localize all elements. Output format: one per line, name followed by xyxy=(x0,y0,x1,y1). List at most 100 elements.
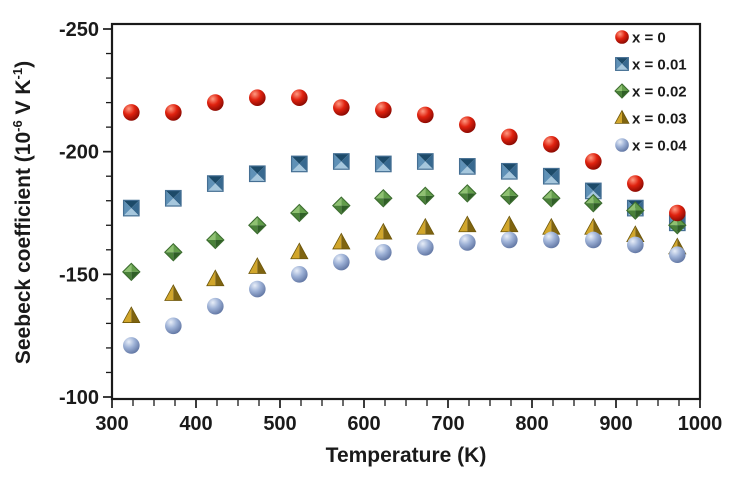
data-point xyxy=(374,189,393,208)
x-tick-label: 800 xyxy=(515,413,548,435)
data-point xyxy=(290,203,309,223)
y-tick-label: -100 xyxy=(59,387,99,409)
data-point xyxy=(417,239,434,256)
legend-label: x = 0.01 xyxy=(632,57,687,74)
data-point xyxy=(543,231,560,249)
x-axis-title: Temperature (K) xyxy=(326,444,487,467)
data-point xyxy=(122,262,141,282)
data-point xyxy=(375,243,392,261)
data-point xyxy=(165,104,182,121)
data-point xyxy=(290,155,308,173)
data-point xyxy=(416,153,434,170)
legend-entry: x = 0.03 xyxy=(614,109,687,128)
x-tick-labels: 300 400 500 600 700 800 900 1000 xyxy=(95,413,722,435)
x-tick-label: 600 xyxy=(347,413,380,435)
x-tick-label: 1000 xyxy=(678,413,723,435)
series-x0.03 xyxy=(122,215,687,323)
data-point xyxy=(122,306,141,323)
data-point xyxy=(542,217,561,235)
plot-frame xyxy=(110,22,702,401)
data-point xyxy=(332,153,350,170)
data-point xyxy=(207,297,224,315)
data-point xyxy=(374,222,393,240)
x-tick-label: 300 xyxy=(95,413,128,435)
data-point xyxy=(332,232,351,250)
legend-marker-triangle xyxy=(614,109,630,124)
data-point xyxy=(669,204,686,222)
x-tick-label: 700 xyxy=(431,413,464,435)
data-point xyxy=(248,257,267,274)
series-x0 xyxy=(123,89,686,222)
data-point xyxy=(500,162,518,180)
data-point xyxy=(627,236,644,254)
data-point xyxy=(500,186,519,206)
series-x0.04 xyxy=(123,231,686,354)
data-point xyxy=(585,231,602,249)
data-point xyxy=(458,215,477,233)
data-point xyxy=(417,106,434,124)
data-point xyxy=(206,175,224,192)
legend-label: x = 0.02 xyxy=(632,84,687,101)
data-point xyxy=(584,193,603,213)
data-point xyxy=(206,269,225,287)
y-tick-label: -200 xyxy=(59,142,99,164)
data-point xyxy=(164,189,182,207)
legend-label: x = 0.04 xyxy=(632,138,687,155)
data-point xyxy=(164,242,183,262)
x-tick-label: 900 xyxy=(599,413,632,435)
data-point xyxy=(165,317,182,335)
data-point xyxy=(416,217,435,235)
data-point xyxy=(627,175,644,192)
data-point xyxy=(291,266,308,283)
data-point xyxy=(459,116,476,133)
data-point xyxy=(333,253,350,271)
data-point xyxy=(459,234,476,251)
data-point xyxy=(542,189,561,208)
legend-marker-diamond xyxy=(614,83,630,99)
legend: x = 0 x = 0.01 x = 0.02 x = 0.03 x = 0.04 xyxy=(614,30,687,155)
data-point xyxy=(164,284,183,301)
series-x0.01 xyxy=(122,153,686,232)
legend-entry: x = 0 xyxy=(615,30,666,47)
legend-marker-square xyxy=(615,57,629,71)
data-point xyxy=(668,215,687,235)
data-point xyxy=(374,155,392,173)
data-point xyxy=(123,104,140,121)
legend-marker-sphere xyxy=(615,138,629,152)
data-point xyxy=(248,165,266,183)
y-tick-labels: -250 -200 -150 -100 xyxy=(59,19,99,409)
data-point xyxy=(206,230,225,250)
legend-marker-sphere xyxy=(615,30,629,44)
series-x0.02 xyxy=(122,184,687,282)
data-point xyxy=(585,153,602,170)
data-point xyxy=(332,196,351,215)
data-point xyxy=(543,136,560,153)
data-point xyxy=(669,246,686,264)
data-point xyxy=(501,231,518,249)
data-point xyxy=(500,215,519,233)
data-point xyxy=(458,184,477,203)
data-point xyxy=(249,280,266,298)
legend-label: x = 0.03 xyxy=(632,111,687,128)
data-point xyxy=(375,101,392,119)
y-tick-label: -250 xyxy=(59,19,99,41)
data-point xyxy=(248,215,267,235)
axis-ticks xyxy=(103,28,701,408)
data-point xyxy=(333,99,350,116)
data-point xyxy=(501,128,518,146)
y-tick-label: -150 xyxy=(59,264,99,286)
legend-label: x = 0 xyxy=(632,30,666,47)
data-point xyxy=(249,89,266,106)
x-tick-label: 400 xyxy=(179,413,212,435)
data-point xyxy=(123,337,140,354)
legend-entry: x = 0.04 xyxy=(615,138,687,155)
data-point xyxy=(626,201,645,220)
x-tick-label: 500 xyxy=(263,413,296,435)
data-point xyxy=(416,186,435,206)
data-point xyxy=(291,89,308,106)
data-point xyxy=(122,199,140,217)
legend-entry: x = 0.02 xyxy=(614,83,687,101)
data-point xyxy=(542,167,560,185)
